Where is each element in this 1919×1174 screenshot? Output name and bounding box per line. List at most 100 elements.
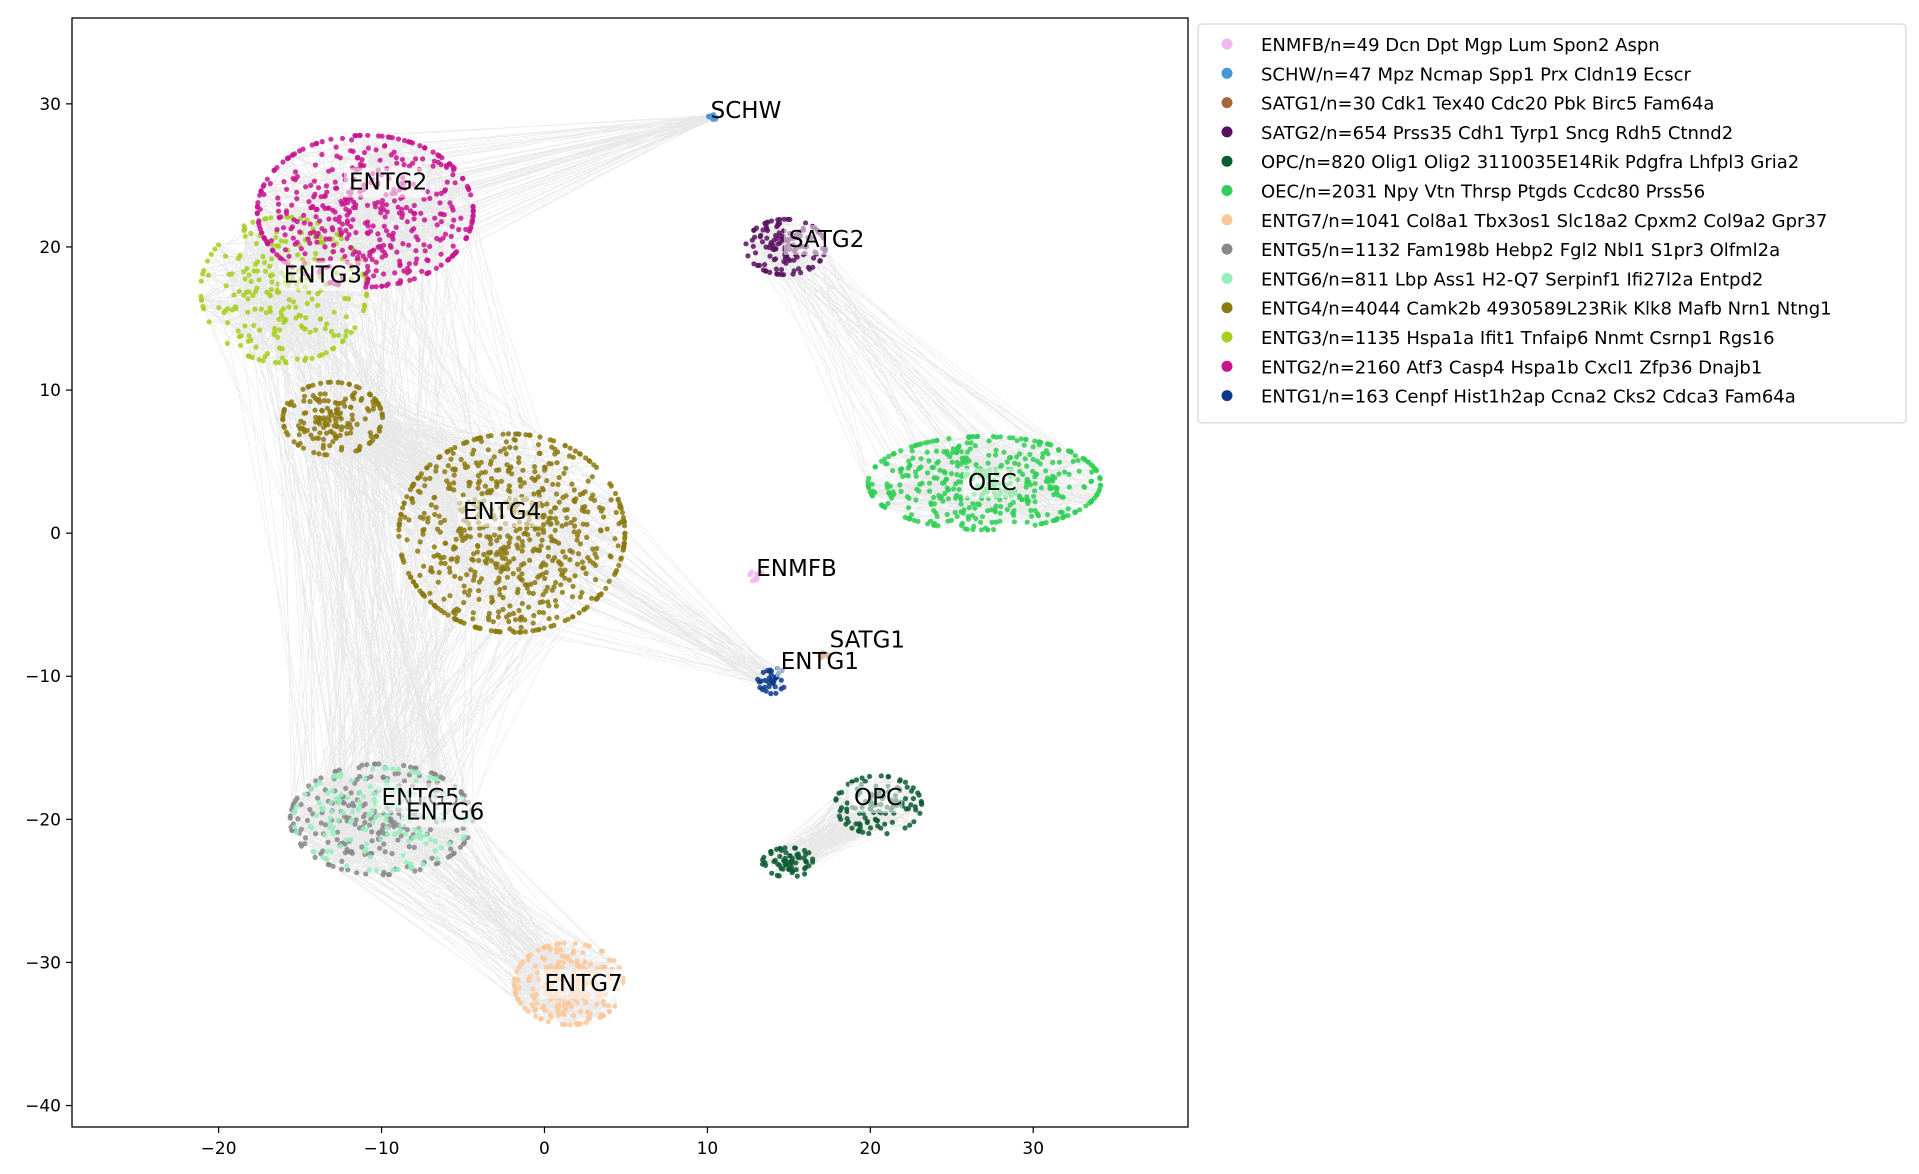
data-point: [280, 417, 286, 423]
data-point: [270, 248, 276, 254]
data-point: [934, 460, 940, 466]
data-point: [261, 259, 268, 266]
data-point: [506, 559, 513, 565]
data-point: [520, 467, 526, 473]
data-point: [250, 292, 256, 298]
data-point: [331, 333, 337, 339]
data-point: [872, 816, 879, 822]
data-point: [262, 268, 269, 274]
data-point: [447, 593, 453, 599]
data-point: [591, 462, 597, 468]
data-point: [417, 143, 423, 149]
cluster-label-box: [278, 260, 362, 291]
data-point: [255, 259, 261, 265]
data-point: [370, 765, 376, 772]
data-point: [286, 304, 292, 310]
data-point: [224, 340, 230, 346]
data-point: [328, 328, 335, 335]
data-point: [760, 227, 766, 233]
data-point: [304, 427, 310, 433]
data-point: [442, 231, 449, 237]
data-point: [323, 236, 329, 242]
data-point: [297, 440, 303, 446]
data-point: [414, 833, 420, 839]
data-point: [304, 300, 310, 306]
data-point: [767, 269, 773, 275]
data-point: [401, 500, 407, 506]
data-point: [297, 841, 303, 847]
data-point: [958, 509, 964, 515]
data-point: [573, 1020, 579, 1026]
data-point: [436, 569, 442, 576]
data-point: [328, 428, 334, 434]
data-point: [438, 262, 444, 268]
data-point: [395, 204, 401, 210]
data-point: [370, 223, 376, 229]
data-point: [536, 609, 543, 615]
data-point: [380, 242, 387, 248]
data-point: [993, 519, 999, 525]
cluster-label-entg1: ENTG1: [775, 647, 859, 678]
data-point: [614, 567, 620, 574]
data-point: [339, 444, 345, 450]
data-point: [950, 446, 957, 452]
data-point: [598, 528, 604, 534]
cluster-label-entg4: ENTG4: [458, 496, 541, 527]
data-point: [584, 604, 590, 610]
data-point: [404, 494, 410, 500]
data-point: [976, 502, 983, 508]
data-point: [587, 1011, 593, 1017]
data-point: [506, 540, 512, 546]
data-point: [890, 467, 896, 474]
data-point: [427, 774, 433, 780]
data-point: [413, 765, 419, 771]
data-point: [373, 284, 379, 290]
data-point: [803, 220, 809, 226]
data-point: [298, 246, 304, 252]
data-point: [886, 453, 892, 459]
data-point: [267, 305, 273, 311]
data-point: [1077, 507, 1083, 513]
data-point: [933, 448, 940, 454]
data-point: [1001, 449, 1007, 455]
data-point: [574, 537, 580, 543]
data-point: [518, 1000, 524, 1007]
data-point: [504, 462, 510, 468]
data-point: [435, 860, 441, 866]
data-point: [468, 192, 474, 198]
data-point: [451, 472, 457, 478]
data-point: [526, 432, 532, 438]
data-point: [606, 1003, 612, 1009]
data-point: [450, 466, 456, 472]
data-point: [557, 567, 564, 573]
data-point: [444, 179, 450, 185]
data-point: [498, 569, 504, 575]
data-point: [379, 133, 385, 139]
data-point: [372, 204, 379, 210]
data-point: [558, 946, 564, 953]
data-point: [760, 669, 766, 676]
data-point: [953, 492, 960, 498]
data-point: [556, 1002, 562, 1008]
data-point: [900, 473, 906, 480]
data-point: [915, 518, 921, 525]
data-point: [781, 684, 787, 690]
data-point: [362, 849, 368, 855]
legend-marker: [1221, 97, 1233, 109]
data-point: [540, 1003, 547, 1009]
data-point: [412, 868, 418, 874]
data-point: [954, 459, 960, 465]
data-point: [562, 575, 568, 581]
data-point: [324, 430, 330, 436]
data-point: [1028, 507, 1034, 514]
data-point: [242, 323, 248, 329]
legend-entry-entg4: ENTG4/n=4044 Camk2b 4930589L23Rik Klk8 M…: [1221, 299, 1832, 320]
data-point: [350, 809, 356, 815]
data-point: [322, 228, 328, 234]
data-point: [229, 271, 235, 277]
data-point: [1056, 471, 1062, 477]
data-point: [359, 157, 365, 163]
data-point: [363, 871, 369, 877]
data-point: [753, 225, 760, 231]
data-point: [772, 684, 778, 690]
